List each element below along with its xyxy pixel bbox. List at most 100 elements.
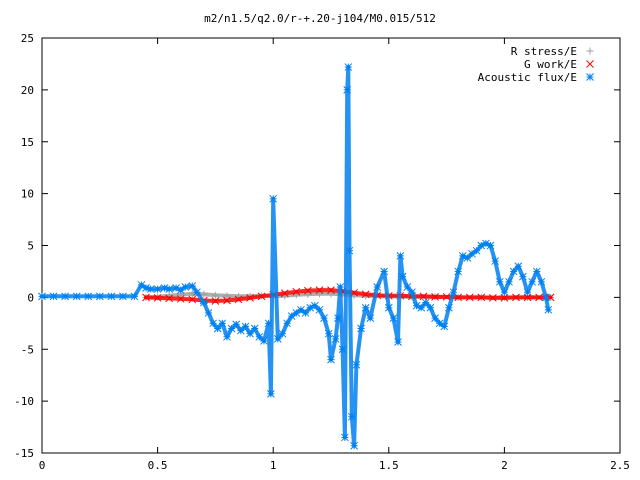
y-tick-label: -10 bbox=[14, 395, 34, 408]
data-point bbox=[535, 293, 543, 302]
data-point bbox=[505, 277, 513, 286]
x-tick-label: 1 bbox=[270, 459, 277, 472]
data-point bbox=[366, 314, 375, 322]
data-point bbox=[153, 285, 162, 293]
series-layer bbox=[38, 63, 555, 450]
data-point bbox=[357, 324, 365, 333]
data-point bbox=[199, 298, 208, 307]
data-point bbox=[320, 314, 328, 322]
data-point bbox=[389, 314, 398, 322]
data-point bbox=[514, 262, 523, 271]
data-point bbox=[500, 294, 509, 302]
data-point bbox=[442, 293, 451, 301]
data-point bbox=[260, 337, 268, 345]
data-point bbox=[486, 241, 495, 250]
data-point bbox=[445, 303, 453, 312]
data-point bbox=[523, 288, 532, 297]
data-point bbox=[160, 284, 169, 292]
data-point bbox=[61, 292, 69, 301]
data-point bbox=[361, 303, 370, 312]
data-point bbox=[440, 322, 449, 331]
data-point bbox=[491, 257, 500, 265]
data-point bbox=[287, 312, 296, 320]
legend-label: G work/E bbox=[524, 58, 577, 71]
data-point bbox=[142, 284, 150, 292]
data-point bbox=[223, 332, 231, 341]
data-point bbox=[84, 292, 93, 301]
data-point bbox=[495, 277, 504, 286]
data-point bbox=[142, 293, 150, 302]
y-tick-label: 5 bbox=[27, 240, 34, 253]
data-point bbox=[204, 309, 213, 317]
x-tick-label: 2 bbox=[501, 459, 508, 472]
data-point bbox=[304, 286, 312, 295]
data-point bbox=[119, 292, 127, 301]
data-point bbox=[292, 309, 301, 317]
data-point bbox=[315, 286, 324, 294]
chart-title: m2/n1.5/q2.0/r-+.20-j104/M0.015/512 bbox=[204, 12, 436, 25]
data-point bbox=[246, 294, 254, 302]
data-point bbox=[257, 292, 266, 301]
data-point bbox=[542, 293, 550, 302]
y-tick-label: -15 bbox=[14, 447, 34, 460]
data-point bbox=[292, 287, 301, 296]
data-point bbox=[544, 305, 553, 314]
data-point bbox=[181, 283, 190, 291]
data-point bbox=[269, 194, 278, 203]
data-point bbox=[95, 292, 104, 301]
data-point bbox=[419, 292, 428, 301]
data-point bbox=[341, 433, 349, 442]
data-point bbox=[431, 293, 439, 301]
data-point bbox=[283, 319, 291, 328]
data-point bbox=[153, 294, 162, 302]
y-tick-label: 20 bbox=[21, 84, 34, 97]
data-point bbox=[343, 86, 352, 94]
data-point bbox=[468, 249, 476, 258]
data-point bbox=[373, 283, 382, 291]
y-tick-label: 15 bbox=[21, 136, 34, 149]
data-point bbox=[488, 294, 497, 302]
data-point bbox=[211, 297, 220, 305]
data-point bbox=[338, 345, 347, 354]
data-point bbox=[188, 290, 196, 298]
data-point bbox=[347, 412, 356, 421]
data-point bbox=[331, 335, 340, 343]
data-point bbox=[278, 329, 287, 338]
data-point bbox=[537, 277, 546, 286]
data-point bbox=[324, 329, 333, 338]
data-point bbox=[137, 281, 146, 289]
data-point bbox=[200, 290, 208, 298]
data-point bbox=[241, 322, 250, 331]
data-point bbox=[396, 252, 405, 260]
data-point bbox=[384, 303, 393, 312]
axis-ticks: 0 0.5 1 1.5 2 2.5 -15 -10 -5 0 5 10 15 20 25 bbox=[14, 32, 630, 472]
data-point bbox=[38, 292, 46, 301]
data-point bbox=[327, 355, 335, 364]
data-point bbox=[519, 272, 527, 281]
data-point bbox=[345, 246, 354, 255]
legend-label: Acoustic flux/E bbox=[478, 71, 577, 84]
data-point bbox=[350, 441, 358, 450]
legend-marker bbox=[586, 60, 594, 68]
data-point bbox=[49, 292, 58, 301]
x-tick-label: 0.5 bbox=[148, 459, 168, 472]
y-tick-label: 10 bbox=[21, 188, 34, 201]
series-star bbox=[38, 63, 553, 450]
legend-label: R stress/E bbox=[511, 45, 577, 58]
data-point bbox=[165, 285, 174, 293]
data-point bbox=[528, 277, 536, 286]
data-point bbox=[426, 303, 435, 312]
data-point bbox=[232, 320, 241, 329]
data-point bbox=[193, 288, 201, 297]
data-point bbox=[380, 267, 389, 276]
legend-marker bbox=[586, 73, 594, 81]
data-point bbox=[352, 360, 361, 369]
x-tick-label: 0 bbox=[39, 459, 46, 472]
legend-marker bbox=[586, 47, 594, 55]
data-point bbox=[336, 283, 345, 291]
data-point bbox=[408, 288, 416, 297]
data-point bbox=[130, 292, 139, 301]
data-point bbox=[435, 319, 444, 328]
data-point bbox=[315, 305, 324, 314]
